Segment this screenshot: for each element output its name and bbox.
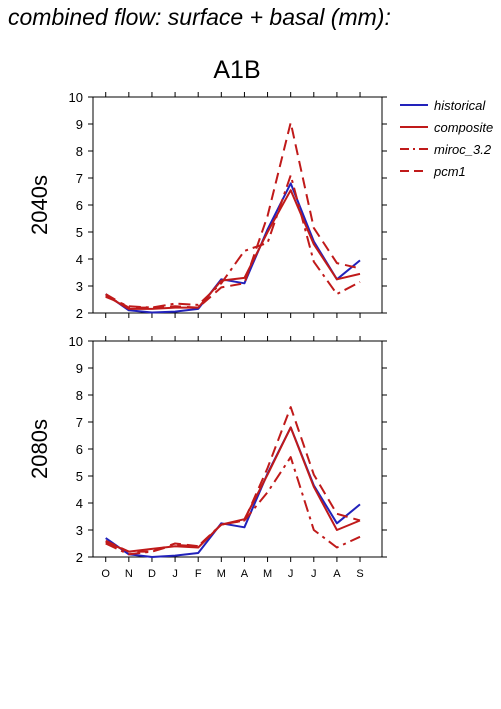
y-tick-label: 6 [76, 442, 83, 457]
series-line-pcm1 [105, 406, 361, 553]
x-tick-label: J [288, 568, 294, 580]
y-tick-label: 8 [76, 388, 83, 403]
series-line-miroc_3.2 [105, 456, 361, 556]
y-tick-label: 5 [76, 225, 83, 240]
y-tick-label: 8 [76, 144, 83, 159]
y-tick-label: 6 [76, 198, 83, 213]
series-line-historical [105, 182, 361, 314]
y-tick-label: 9 [76, 117, 83, 132]
page-title: combined flow: surface + basal (mm): [8, 4, 391, 30]
legend-label-composite: composite [434, 120, 493, 135]
x-tick-label: D [148, 568, 156, 580]
plot-frame-2040s [92, 96, 383, 314]
series-line-composite [105, 189, 361, 310]
y-tick-label: 10 [69, 334, 83, 349]
legend-label-historical: historical [434, 98, 486, 113]
x-tick-label: M [263, 568, 272, 580]
series-line-miroc_3.2 [105, 174, 361, 309]
y-tick-label: 4 [76, 496, 83, 511]
x-tick-label: N [125, 568, 133, 580]
x-tick-label: J [311, 568, 317, 580]
y-tick-label: 7 [76, 415, 83, 430]
x-tick-label: O [101, 568, 110, 580]
y-tick-label: 3 [76, 279, 83, 294]
y-tick-label: 5 [76, 469, 83, 484]
y-tick-label: 7 [76, 171, 83, 186]
y-tick-label: 2 [76, 550, 83, 565]
x-tick-label: A [241, 568, 249, 580]
x-tick-label: S [356, 568, 363, 580]
y-axis-label-2080s: 2080s [27, 419, 52, 479]
legend-label-miroc_3.2: miroc_3.2 [434, 142, 492, 157]
x-tick-label: J [172, 568, 178, 580]
y-tick-label: 10 [69, 90, 83, 105]
series-line-pcm1 [105, 121, 361, 309]
x-tick-label: M [217, 568, 226, 580]
plot-frame-2080s [92, 340, 383, 558]
y-axis-label-2040s: 2040s [27, 175, 52, 235]
y-tick-label: 4 [76, 252, 83, 267]
legend-label-pcm1: pcm1 [433, 164, 466, 179]
y-tick-label: 9 [76, 361, 83, 376]
y-tick-label: 3 [76, 523, 83, 538]
series-line-historical [105, 426, 361, 558]
plot-title: A1B [213, 56, 261, 84]
y-tick-label: 2 [76, 306, 83, 321]
x-tick-label: F [195, 568, 202, 580]
x-tick-label: A [333, 568, 341, 580]
